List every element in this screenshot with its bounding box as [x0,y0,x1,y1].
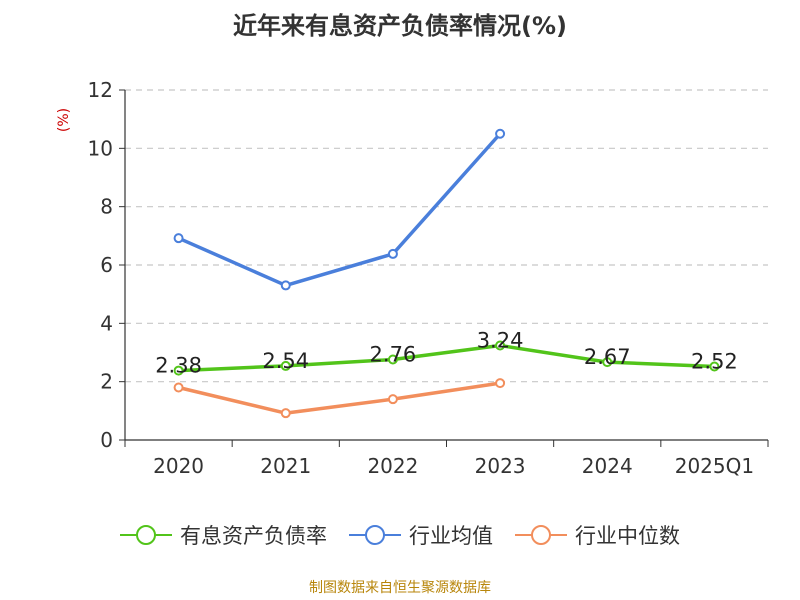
data-point [495,340,506,351]
legend-label: 有息资产负债率 [180,524,327,548]
legend-item[interactable]: 行业均值 [349,520,493,550]
legend-marker-icon [349,525,401,545]
x-tick-label: 2022 [367,454,418,478]
data-label: 2.52 [691,350,738,374]
legend-label: 行业中位数 [575,524,680,548]
data-point [495,128,506,139]
legend-marker-icon [515,525,567,545]
series-line [177,132,502,288]
data-point [387,394,398,405]
data-point [387,248,398,259]
data-label: 2.67 [584,345,631,369]
y-tick-label: 0 [100,428,113,452]
data-point [709,361,720,372]
chart-title: 近年来有息资产负债率情况(%) [233,12,567,40]
series-line [178,381,501,415]
data-point [602,357,613,368]
y-tick-label: 6 [100,253,113,277]
data-point [280,408,291,419]
x-tick-label: 2023 [475,454,526,478]
y-tick-label: 2 [100,370,113,394]
data-point [387,354,398,365]
data-point [280,280,291,291]
legend-marker-icon [120,525,172,545]
data-point [173,365,184,376]
legend-label: 行业均值 [409,524,493,548]
data-label: 2.38 [155,354,202,378]
x-tick-label: 2021 [260,454,311,478]
data-point [280,360,291,371]
y-tick-label: 10 [88,136,113,160]
y-tick-label: 8 [100,195,113,219]
data-label: 3.24 [477,329,524,353]
legend-item[interactable]: 行业中位数 [515,520,680,550]
source-note: 制图数据来自恒生聚源数据库 [309,580,491,596]
x-tick-label: 2025Q1 [675,454,754,478]
x-tick-label: 2024 [582,454,633,478]
legend: 有息资产负债率 行业均值 行业中位数 [0,520,800,550]
legend-item[interactable]: 有息资产负债率 [120,520,327,550]
y-tick-label: 12 [88,78,113,102]
y-tick-label: 4 [100,311,113,335]
series-line [178,343,715,373]
data-label: 2.76 [370,343,417,367]
data-point [495,378,506,389]
data-point [173,233,184,244]
x-tick-label: 2020 [153,454,204,478]
data-point [173,382,184,393]
data-label: 2.54 [262,349,309,373]
